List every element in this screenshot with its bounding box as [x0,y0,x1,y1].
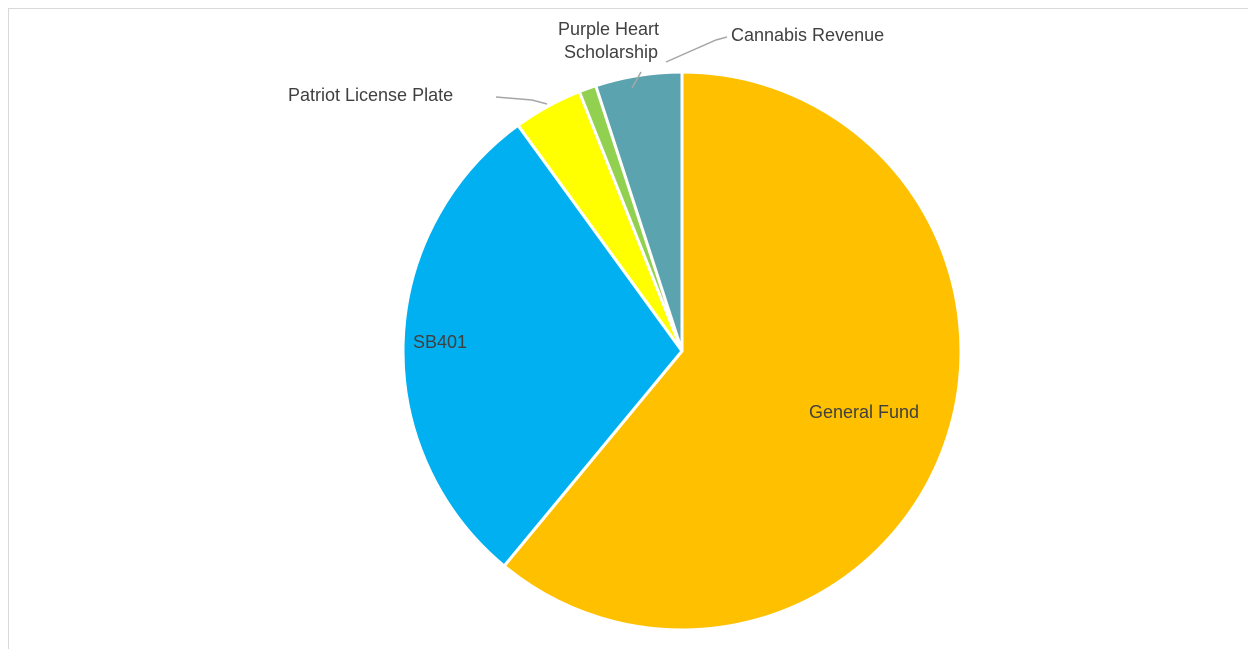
label-purple-heart-line2: Scholarship [564,42,658,62]
label-purple-heart-scholarship: Purple Heart Scholarship [558,19,664,62]
leader-line-patriot-license-plate [495,96,548,105]
label-general-fund: General Fund [809,402,919,422]
chart-area [8,8,1248,649]
label-cannabis-revenue: Cannabis Revenue [731,25,884,45]
pie-slice-general-fund [502,70,963,632]
label-purple-heart-line1: Purple Heart [558,19,659,39]
leader-line-cannabis-revenue [665,36,728,63]
label-patriot-license-plate: Patriot License Plate [288,85,453,105]
pie-slices [401,70,963,632]
label-sb401: SB401 [413,332,467,352]
leader-line-purple-heart-scholarship [631,71,642,89]
pie-slice-sb401 [401,123,684,568]
